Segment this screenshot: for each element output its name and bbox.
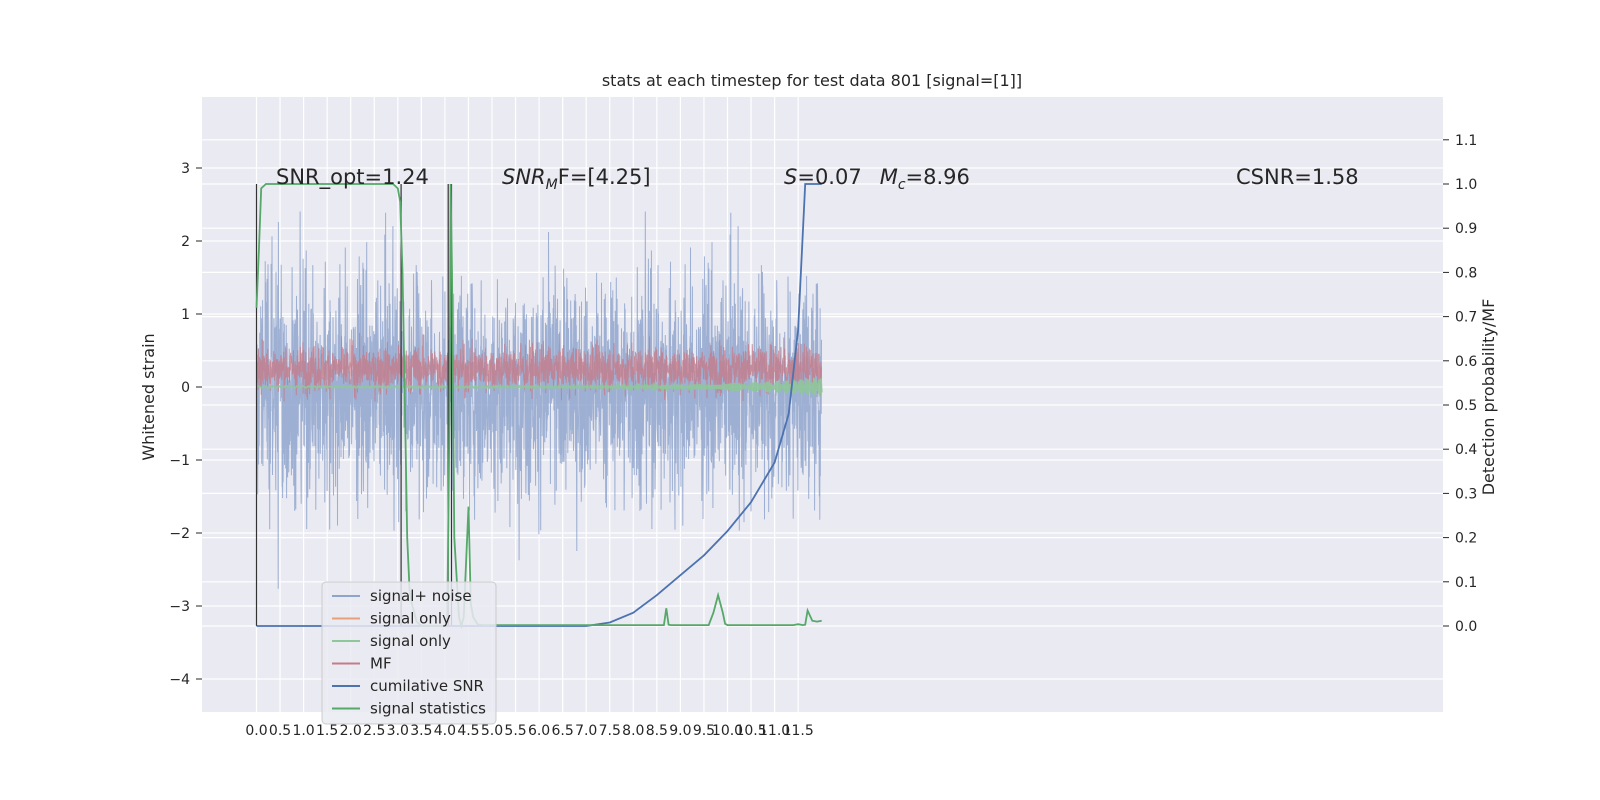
y2-tick-label: 0.1 [1455, 575, 1477, 591]
x-tick-label: 6.0 [528, 723, 550, 739]
y2-tick-label: 1.1 [1455, 133, 1477, 149]
cumilative-SNR-line [256, 183, 822, 627]
legend-label: MF [370, 655, 392, 673]
x-tick-label: 3.0 [387, 723, 409, 739]
annotation-csnr: CSNR=1.58 [1236, 165, 1359, 189]
y2-tick-label: 1.0 [1455, 177, 1477, 193]
y-tick-label: 3 [181, 161, 190, 177]
annotation-snr-opt: SNR_opt=1.24 [276, 165, 429, 190]
annotation-snr-mf: SNRMF=[4.25] [502, 165, 651, 193]
legend-label: signal only [370, 632, 451, 650]
x-tick-label: 5.0 [481, 723, 503, 739]
y2-tick-label: 0.5 [1455, 398, 1477, 414]
y2-tick-label: 0.2 [1455, 531, 1477, 547]
legend-label: signal statistics [370, 700, 486, 718]
legend-label: signal only [370, 610, 451, 628]
x-tick-label: 4.5 [457, 723, 479, 739]
annotation-mc-sub: c [898, 177, 906, 193]
annotation-snr-mf-tail: F=[4.25] [558, 165, 651, 189]
y2-tick-label: 0.8 [1455, 265, 1477, 281]
legend-label: cumilative SNR [370, 677, 484, 695]
legend: signal+ noise signal only signal only MF cum… [321, 581, 497, 725]
annotation-snr-mf-base: SNR [502, 165, 546, 189]
signal-only-line [256, 378, 823, 397]
y-tick-label: 1 [181, 307, 190, 323]
x-tick-label: 8.5 [646, 723, 668, 739]
y-tick-label: −2 [169, 526, 190, 542]
y-tick-label: 2 [181, 234, 190, 250]
annotation-s-value: =0.07 [797, 165, 861, 189]
y-tick-label: −4 [169, 672, 190, 688]
y2-tick-label: 0.4 [1455, 442, 1477, 458]
y-tick-label: 0 [181, 380, 190, 396]
y-axis-label: Whitened strain [139, 333, 158, 460]
x-tick-label: 9.0 [669, 723, 691, 739]
y2-tick-label: 0.6 [1455, 354, 1477, 370]
x-tick-label: 11.0 [759, 723, 790, 739]
x-tick-label: 5.5 [504, 723, 526, 739]
x-tick-label: 11.5 [783, 723, 814, 739]
x-tick-label: 0.0 [245, 723, 267, 739]
x-tick-label: 8.0 [622, 723, 644, 739]
y-tick-label: −1 [169, 453, 190, 469]
chart-title: stats at each timestep for test data 801… [602, 71, 1022, 90]
x-tick-label: 2.0 [340, 723, 362, 739]
y2-tick-label: 0.3 [1455, 486, 1477, 502]
x-tick-label: 6.5 [552, 723, 574, 739]
y2-tick-label: 0.0 [1455, 619, 1477, 635]
x-tick-label: 7.5 [599, 723, 621, 739]
x-tick-label: 3.5 [410, 723, 432, 739]
annotation-snr-mf-sub: M [546, 177, 558, 193]
x-tick-label: 0.5 [269, 723, 291, 739]
signal-only-series [256, 378, 823, 397]
x-tick-label: 9.5 [693, 723, 715, 739]
annotation-s-mc: S=0.07 Mc=8.96 [784, 165, 970, 193]
x-tick-label: 7.0 [575, 723, 597, 739]
x-tick-label: 10.5 [735, 723, 766, 739]
axis-ticks: 0.0 0.5 1.0 1.5 2.0 2.5 3.0 3.5 4.0 4.5 5.0 5.5 6.0 6… [169, 133, 1477, 739]
x-tick-label: 1.5 [316, 723, 338, 739]
x-tick-label: 10.0 [712, 723, 743, 739]
y2-tick-label: 0.7 [1455, 310, 1477, 326]
x-tick-label: 1.0 [292, 723, 314, 739]
x-tick-label: 2.5 [363, 723, 385, 739]
annotation-mc-value: =8.96 [906, 165, 970, 189]
y2-axis-label: Detection probability/MF [1479, 299, 1498, 496]
legend-box [321, 581, 497, 725]
y2-tick-label: 0.9 [1455, 221, 1477, 237]
legend-label: signal+ noise [370, 587, 472, 605]
y-tick-label: −3 [169, 599, 190, 615]
annotation-s-letter: S [784, 165, 797, 189]
x-tick-label: 4.0 [434, 723, 456, 739]
annotation-mc-letter: M [880, 165, 898, 189]
